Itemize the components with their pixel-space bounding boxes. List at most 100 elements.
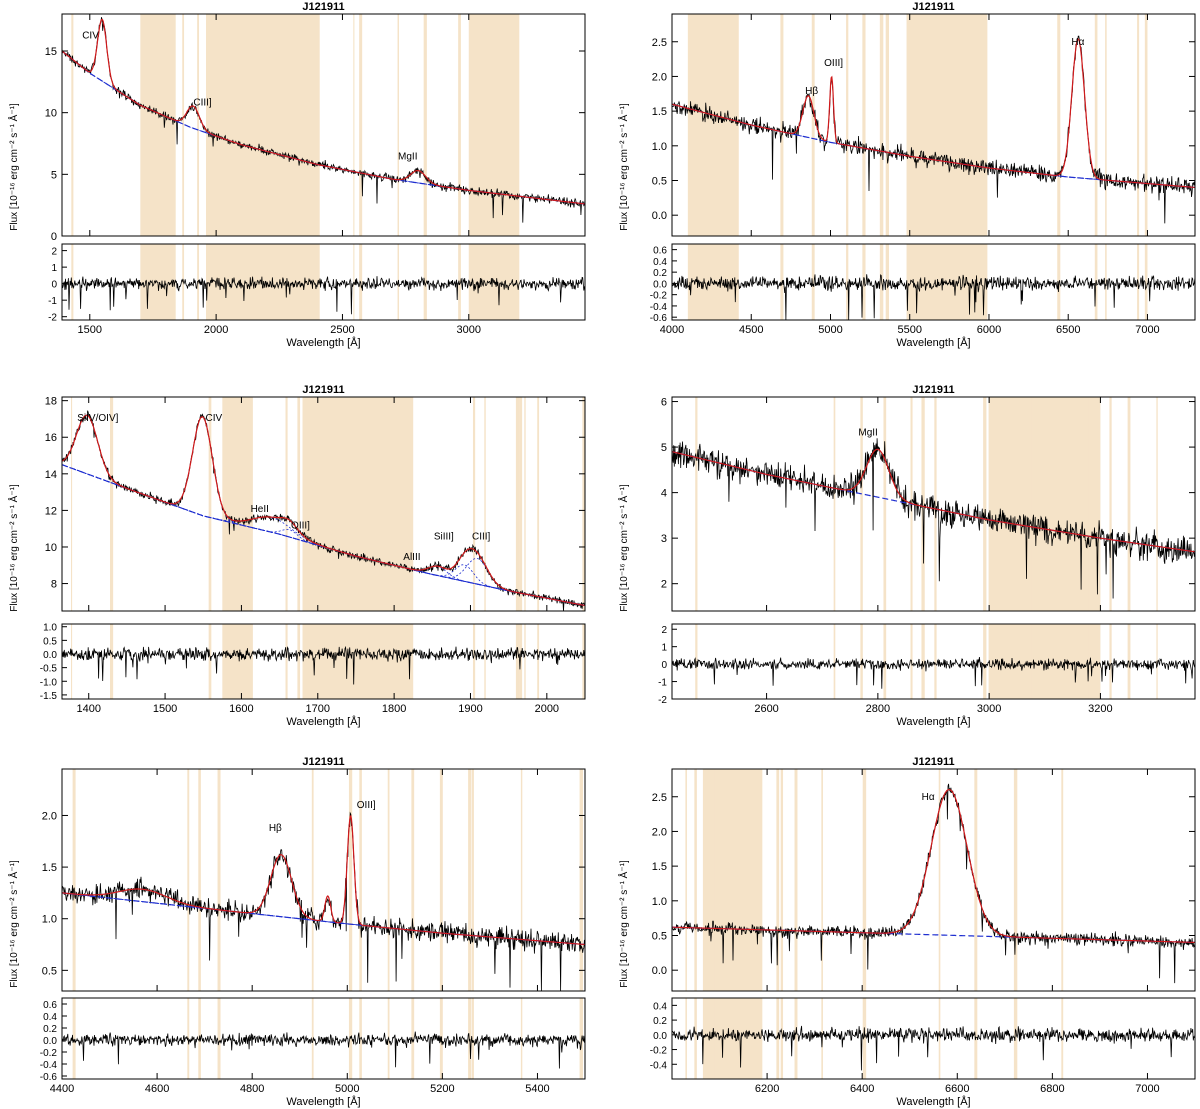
y-tick-label: 2.5 bbox=[652, 37, 667, 49]
masked-pixel-strip-residual bbox=[983, 624, 987, 699]
y-tick-label: 2.5 bbox=[652, 792, 667, 804]
spectrum-layer bbox=[672, 438, 1195, 599]
y-tick-label: 10 bbox=[45, 542, 57, 554]
x-tick-label: 1800 bbox=[382, 703, 406, 715]
masked-pixel-strip-residual bbox=[582, 624, 586, 699]
masked-pixel-strip-residual bbox=[737, 998, 741, 1079]
masked-pixel-strip bbox=[458, 14, 461, 236]
masked-pixel-strip-residual bbox=[695, 624, 698, 699]
emission-line-label: Hβ bbox=[269, 823, 282, 834]
y-axis-label: Flux [10⁻¹⁶ erg cm⁻² s⁻¹ Å⁻¹] bbox=[617, 484, 630, 612]
masked-pixel-strip-residual bbox=[934, 624, 937, 699]
masked-pixel-strip bbox=[780, 14, 784, 236]
residual-y-tick-label: 0.4 bbox=[653, 1001, 667, 1012]
y-axis-label: Flux [10⁻¹⁶ erg cm⁻² s⁻¹ Å⁻¹] bbox=[7, 860, 20, 988]
masked-region bbox=[988, 397, 1101, 611]
residual-y-tick-label: -0.5 bbox=[40, 664, 58, 675]
masked-pixel-strip bbox=[379, 397, 382, 611]
x-tick-label: 7000 bbox=[1135, 1083, 1159, 1095]
residual-y-tick-label: 0 bbox=[51, 280, 57, 291]
masked-pixel-strip-residual bbox=[509, 244, 512, 320]
x-axis-label: Wavelength [Å] bbox=[896, 336, 970, 349]
x-axis-label: Wavelength [Å] bbox=[286, 336, 360, 349]
masked-region bbox=[687, 14, 739, 236]
masked-pixel-strip bbox=[780, 769, 784, 991]
x-tick-label: 5500 bbox=[897, 324, 921, 336]
masked-pixel-strip bbox=[821, 769, 823, 991]
model-fit bbox=[672, 38, 1195, 188]
emission-line-label: OIII] bbox=[291, 521, 310, 532]
residual-y-tick-label: 0.4 bbox=[653, 257, 667, 268]
masked-pixel-strip bbox=[423, 14, 427, 236]
masked-pixel-strip bbox=[934, 397, 937, 611]
masked-pixel-strip bbox=[187, 769, 190, 991]
masked-pixel-strip bbox=[484, 14, 487, 236]
residual-y-tick-label: -1.0 bbox=[40, 677, 58, 688]
masked-pixel-strip bbox=[285, 397, 288, 611]
line-component bbox=[672, 448, 1195, 553]
masked-region-residual bbox=[687, 244, 739, 320]
masked-region-residual bbox=[222, 624, 253, 699]
masked-region-residual bbox=[206, 244, 320, 320]
x-tick-label: 4800 bbox=[240, 1083, 264, 1095]
y-tick-label: 2.0 bbox=[652, 71, 667, 83]
masked-regions bbox=[687, 14, 1148, 320]
masked-pixel-strip-residual bbox=[197, 244, 200, 320]
masked-pixel-strip-residual bbox=[694, 998, 697, 1079]
masked-pixel-strip bbox=[311, 769, 314, 991]
y-tick-label: 1.5 bbox=[652, 106, 667, 118]
masked-region bbox=[140, 14, 176, 236]
y-tick-label: 0 bbox=[51, 231, 57, 243]
masked-pixel-strip-residual bbox=[1105, 244, 1107, 320]
masked-pixel-strip bbox=[1109, 397, 1112, 611]
masked-pixel-strip bbox=[397, 14, 400, 236]
masked-pixel-strip-residual bbox=[477, 244, 481, 320]
residual-y-tick-label: -1 bbox=[48, 296, 57, 307]
masked-region-residual bbox=[988, 624, 1101, 699]
masked-pixel-strip-residual bbox=[712, 998, 715, 1079]
emission-line-label: Hβ bbox=[805, 86, 818, 97]
masked-pixel-strip-residual bbox=[458, 244, 461, 320]
residual-y-tick-label: -2 bbox=[48, 313, 57, 324]
masked-pixel-strip-residual bbox=[1013, 998, 1018, 1079]
masked-pixel-strip-residual bbox=[72, 998, 76, 1079]
emission-line-label: SiIII] bbox=[434, 532, 454, 543]
panel-halpha-zoom: 6200 6400 6600 6800 7000 0.0 0.5 1.0 1.5 2.0 2.5 -0… bbox=[617, 756, 1196, 1108]
observed-spectrum bbox=[672, 35, 1195, 224]
x-tick-label: 4400 bbox=[50, 1083, 74, 1095]
residual-y-tick-label: -1 bbox=[658, 678, 667, 689]
x-tick-label: 1900 bbox=[458, 703, 482, 715]
y-tick-label: 5 bbox=[51, 169, 57, 181]
observed-spectrum bbox=[62, 410, 585, 611]
masked-pixel-strip-residual bbox=[846, 244, 849, 320]
residual-y-tick-label: -0.6 bbox=[40, 1072, 58, 1083]
emission-line-label: Hα bbox=[922, 792, 935, 803]
masked-pixel-strip bbox=[983, 397, 987, 611]
masked-pixel-strip bbox=[353, 14, 355, 236]
masked-pixel-strip bbox=[1057, 14, 1061, 236]
masked-region bbox=[468, 14, 520, 236]
residual-layer bbox=[62, 645, 585, 685]
masked-pixel-strip bbox=[1094, 14, 1098, 236]
residual-y-tick-label: 0.4 bbox=[43, 1012, 57, 1023]
residual-y-tick-label: -0.6 bbox=[650, 313, 668, 324]
masked-pixel-strip bbox=[1096, 397, 1100, 611]
masked-pixel-strip bbox=[537, 397, 540, 611]
masked-pixel-strip-residual bbox=[524, 624, 526, 699]
masked-pixel-strip-residual bbox=[484, 244, 487, 320]
y-tick-label: 10 bbox=[45, 108, 57, 120]
residuals bbox=[672, 1025, 1195, 1071]
masked-pixel-strip bbox=[161, 14, 165, 236]
masked-regions bbox=[71, 14, 520, 320]
x-tick-label: 5000 bbox=[818, 324, 842, 336]
masked-pixel-strip bbox=[197, 14, 200, 236]
y-tick-label: 12 bbox=[45, 505, 57, 517]
residual-axes-frame bbox=[671, 997, 1196, 1080]
model-fit bbox=[672, 448, 1195, 553]
masked-pixel-strip-residual bbox=[862, 244, 866, 320]
x-axis-label: Wavelength [Å] bbox=[896, 715, 970, 728]
masked-regions bbox=[695, 397, 1158, 699]
main-axes-frame bbox=[671, 768, 1196, 992]
masked-pixel-strip-residual bbox=[311, 998, 314, 1079]
x-tick-label: 1400 bbox=[76, 703, 100, 715]
